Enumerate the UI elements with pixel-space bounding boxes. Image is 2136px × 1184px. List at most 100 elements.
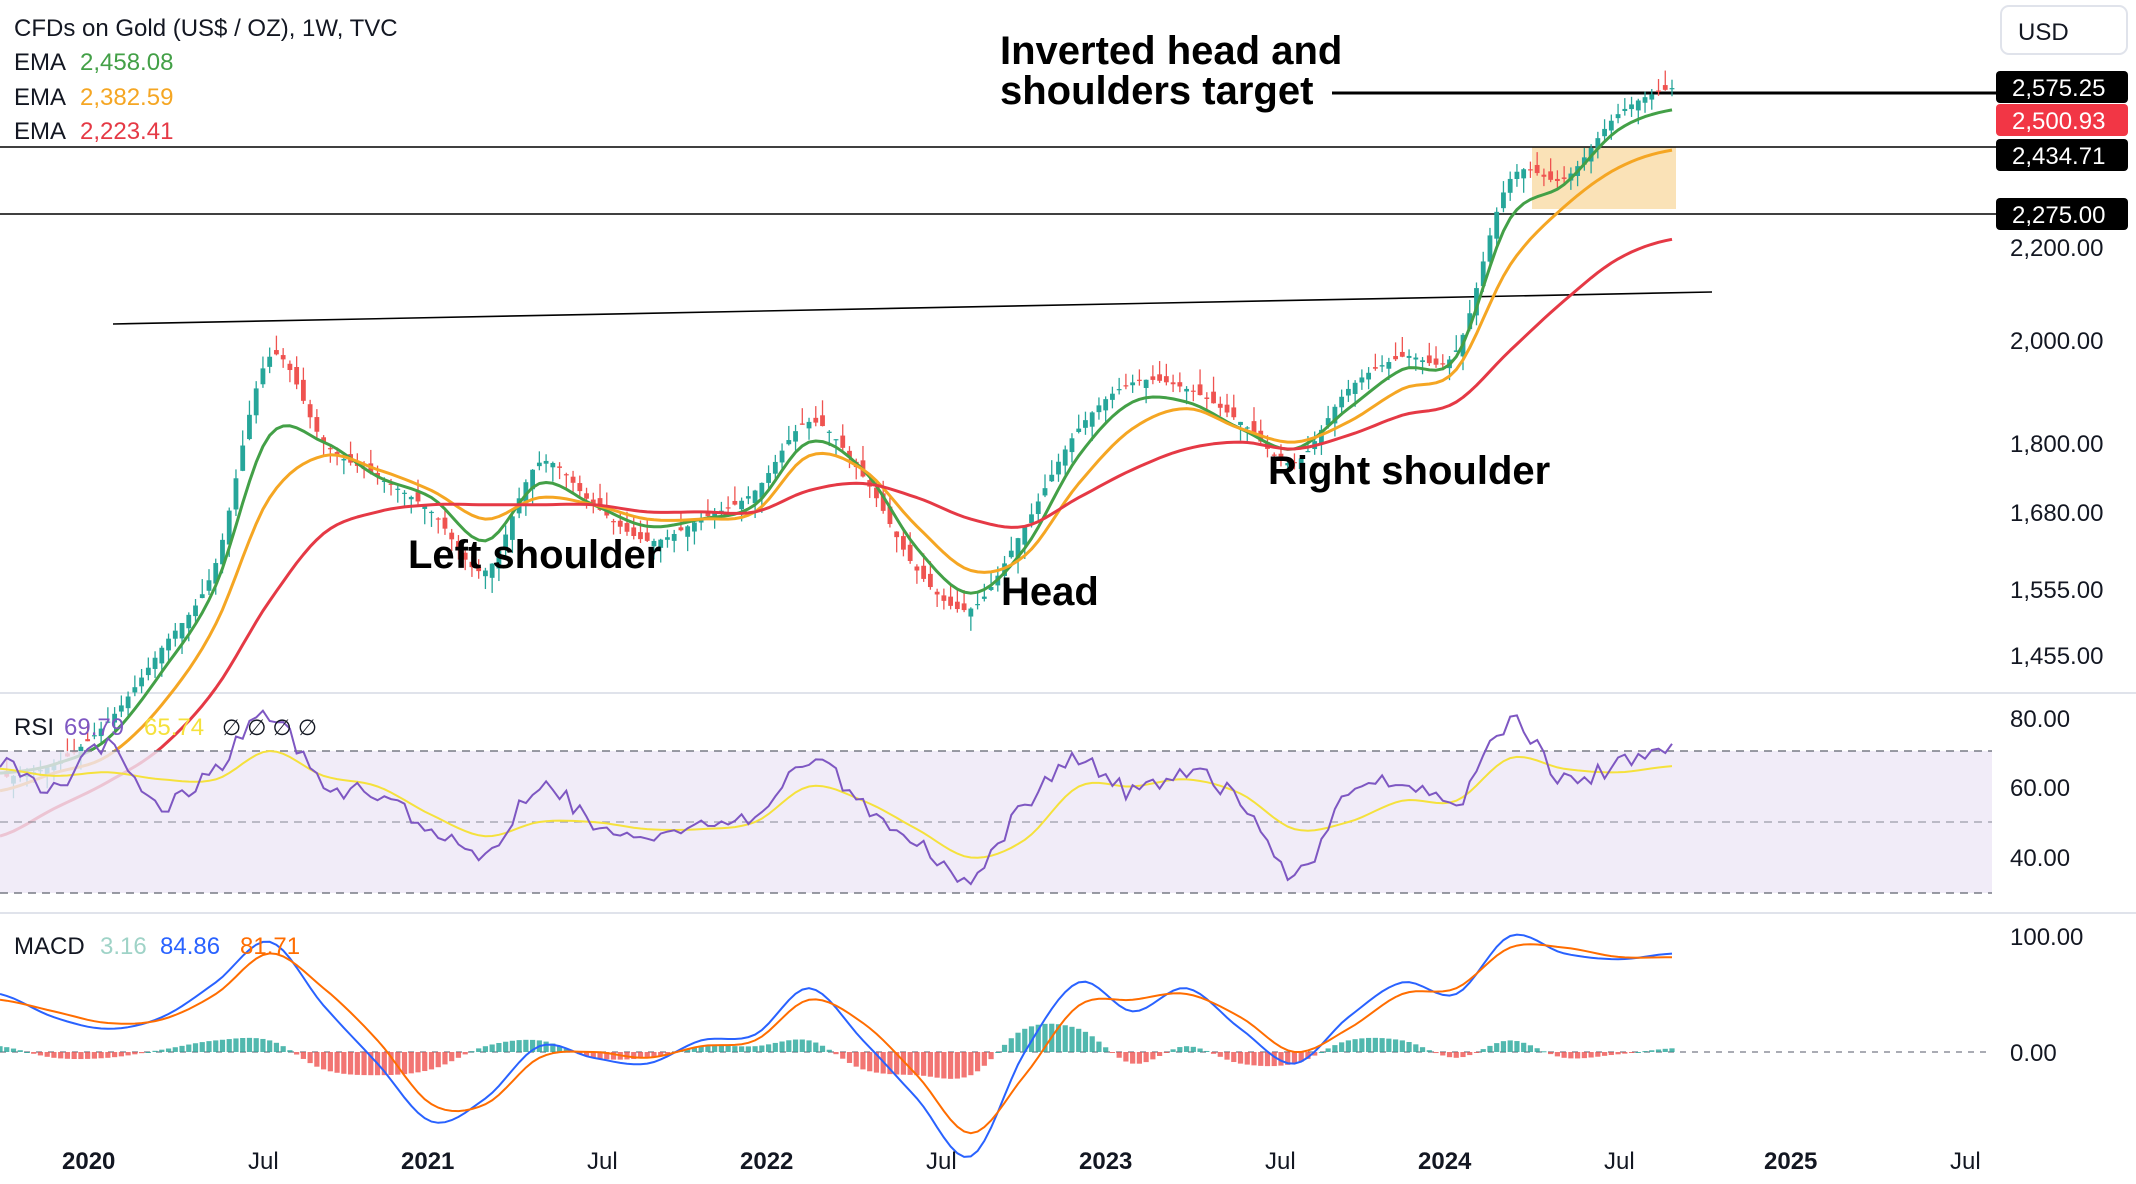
macd-hist-bar	[1345, 1040, 1351, 1052]
candle-body	[1615, 114, 1621, 119]
candle-body	[341, 458, 347, 461]
macd-hist-bar	[853, 1052, 859, 1067]
candle-body	[1285, 463, 1291, 466]
badge-target: 2,575.25	[2012, 75, 2105, 102]
macd-hist-bar	[422, 1052, 428, 1072]
macd-hist-bar	[772, 1042, 778, 1052]
candle-body	[611, 521, 616, 523]
macd-hist-bar	[725, 1045, 731, 1052]
left-shoulder-label: Left shoulder	[408, 533, 661, 577]
macd-hist-bar	[1325, 1048, 1331, 1052]
candle-body	[1467, 313, 1473, 330]
candle-body	[617, 520, 623, 527]
ema-lines-group	[0, 108, 1673, 838]
macd-hist-bar	[58, 1052, 64, 1059]
macd-hist-bar	[1015, 1032, 1021, 1052]
macd-hist-bar	[294, 1052, 300, 1055]
macd-hist-bar	[921, 1052, 927, 1076]
currency-button-bg[interactable]	[2000, 5, 2128, 55]
candle-body	[1669, 88, 1675, 90]
candle-body	[1271, 454, 1277, 456]
macd-hist-bar	[98, 1052, 104, 1059]
macd-hist-bar	[368, 1052, 374, 1076]
candle-body	[469, 561, 475, 568]
candle-body	[503, 534, 509, 550]
macd-hist-bar	[1042, 1023, 1048, 1052]
currency-button[interactable]: USD	[2018, 19, 2069, 46]
macd-hist-bar	[1406, 1041, 1412, 1052]
macd-hist-bar	[51, 1052, 57, 1058]
macd-hist-bar	[91, 1052, 97, 1059]
rsi-signal-line	[0, 749, 1673, 859]
macd-hist-bar	[610, 1052, 617, 1060]
macd-hist-bar	[267, 1040, 273, 1052]
candle-body	[240, 445, 246, 471]
macd-hist-bar	[1062, 1025, 1068, 1052]
macd-hist-bar	[489, 1044, 495, 1052]
macd-hist-bar	[745, 1046, 751, 1052]
macd-hist-bar	[206, 1041, 212, 1052]
candle-body	[1143, 379, 1149, 388]
candle-body	[139, 677, 144, 687]
candle-body	[1190, 390, 1196, 392]
candle-body	[206, 580, 212, 591]
macd-hist-bar	[10, 1048, 17, 1052]
candle-body	[1251, 421, 1257, 435]
candle-body	[226, 510, 232, 545]
macd-hist-bar	[240, 1038, 246, 1052]
candle-body	[1035, 501, 1041, 515]
macd-hist-bar	[833, 1052, 839, 1055]
macd-hist-bar	[550, 1043, 556, 1052]
macd-hist-bar	[1150, 1052, 1156, 1060]
macd-hist-bar	[186, 1044, 192, 1052]
candle-body	[334, 452, 340, 455]
candle-body	[651, 540, 657, 547]
time-tick-jul-2020: Jul	[248, 1148, 279, 1175]
macd-hist-bar	[1116, 1052, 1122, 1058]
macd-hist-bar	[759, 1045, 765, 1052]
candle-body	[665, 537, 670, 540]
macd-hist-bar	[300, 1052, 306, 1059]
macd-hist-bar	[1635, 1051, 1641, 1053]
candle-body	[1420, 360, 1425, 362]
macd-hist-bar	[503, 1041, 509, 1052]
candle-body	[125, 696, 131, 709]
candle-body	[132, 687, 138, 693]
candle-body	[260, 368, 266, 385]
macd-hist-bar	[543, 1041, 549, 1052]
macd-hist-bar	[806, 1040, 812, 1052]
macd-hist-bar	[927, 1052, 933, 1077]
candle-body	[894, 531, 900, 538]
macd-hist-bar	[914, 1052, 920, 1076]
candle-body	[779, 450, 785, 463]
candle-body	[1231, 407, 1237, 418]
macd-hist-bar	[1413, 1044, 1419, 1052]
badge-support-bg	[1996, 198, 2128, 230]
macd-hist-bar	[287, 1050, 293, 1052]
rsi-tick-40: 40.00	[2010, 845, 2070, 872]
candle-body	[1433, 358, 1439, 365]
macd-hist-bar	[381, 1052, 387, 1076]
badge-target-bg	[1996, 71, 2128, 103]
macd-hist-bar	[1352, 1039, 1358, 1052]
candle-body	[429, 511, 434, 514]
candle-body	[1635, 100, 1641, 111]
candle-body	[1345, 388, 1351, 396]
macd-hist-bar	[779, 1041, 785, 1052]
ema-line-1	[0, 108, 1673, 775]
candle-body	[813, 417, 819, 423]
candle-body	[1083, 420, 1088, 428]
candle-body	[118, 705, 124, 712]
candle-body	[1521, 169, 1527, 179]
chart-title: CFDs on Gold (US$ / OZ), 1W, TVC	[14, 15, 398, 42]
candle-body	[968, 608, 974, 617]
macd-hist-bar	[105, 1052, 111, 1058]
macd-hist-bar	[712, 1045, 718, 1052]
candle-body	[772, 461, 778, 474]
macd-hist-bar	[995, 1052, 1001, 1053]
macd-hist-bar	[1291, 1052, 1298, 1064]
candle-body	[1366, 372, 1372, 380]
macd-hist-bar	[900, 1052, 907, 1075]
candle-body	[874, 487, 879, 499]
macd-hist-bar	[395, 1052, 401, 1075]
